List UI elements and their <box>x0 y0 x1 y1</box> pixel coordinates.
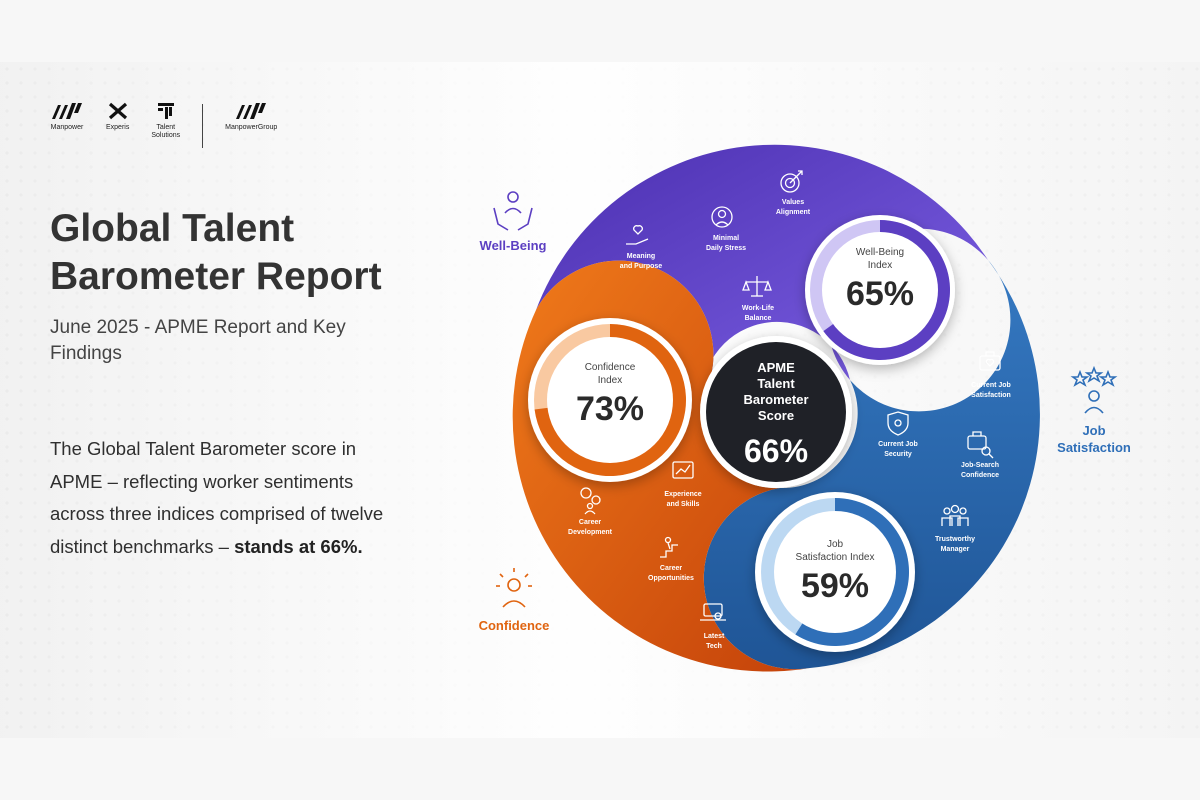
briefcase-heart-icon <box>979 351 1001 371</box>
svg-text:Security: Security <box>884 451 912 458</box>
benchmark-latest-tech: Latest Tech <box>700 603 726 650</box>
svg-text:and Purpose: and Purpose <box>620 263 663 270</box>
top-band <box>0 0 1200 62</box>
summary-emphasis: stands at 66%. <box>234 535 363 557</box>
center-label-3: Barometer <box>743 392 808 407</box>
svg-text:and Skills: and Skills <box>667 501 700 508</box>
benchmark-career-development: Career Development <box>568 487 613 536</box>
confidence-index-value: 73% <box>576 390 644 428</box>
job-satisfaction-index-label-1: Job <box>827 539 844 550</box>
brand-logos: Manpower Experis Talent Solutions <box>50 100 277 148</box>
care-hands-icon <box>493 191 533 231</box>
gears-person-icon <box>580 487 601 515</box>
job-satisfaction-index-badge: Job Satisfaction Index 59% <box>755 492 915 652</box>
well-being-index-value: 65% <box>846 275 914 313</box>
center-label-2: Talent <box>757 376 795 391</box>
benchmark-job-search-confidence: Job-Search Confidence <box>961 431 999 479</box>
well-being-segment <box>536 144 988 400</box>
benchmark-current-job-security: Current Job Security <box>878 411 918 458</box>
svg-text:Career: Career <box>660 565 682 572</box>
experis-logo: Experis <box>106 100 129 132</box>
logo-divider <box>202 104 204 148</box>
confidence-index-badge: Confidence Index 73% <box>528 318 692 482</box>
page-subtitle: June 2025 - APME Report and Key Findings <box>50 317 346 364</box>
manpowergroup-mark-icon <box>236 103 267 119</box>
svg-text:Experience: Experience <box>664 491 701 498</box>
manpowergroup-logo: ManpowerGroup <box>225 100 277 132</box>
climb-icon <box>660 536 678 558</box>
summary-text: The Global Talent Barometer score in APM… <box>50 438 384 557</box>
svg-text:Confidence: Confidence <box>479 618 550 633</box>
category-well-being: Well-Being <box>480 191 547 253</box>
scale-icon <box>742 276 772 297</box>
svg-text:Daily Stress: Daily Stress <box>706 245 746 252</box>
confidence-index-label-2: Index <box>598 375 622 386</box>
laptop-icon <box>700 603 726 621</box>
svg-text:Job-Search: Job-Search <box>961 462 999 469</box>
briefcase-search-icon <box>967 431 994 459</box>
confidence-index-label-1: Confidence <box>585 362 636 373</box>
shield-icon <box>887 411 909 436</box>
heart-hand-icon <box>626 225 649 245</box>
job-satisfaction-index-value: 59% <box>801 567 869 605</box>
svg-text:Manager: Manager <box>941 546 970 553</box>
target-icon <box>780 170 803 193</box>
team-icon <box>941 504 969 526</box>
well-being-index-label-1: Well-Being <box>856 247 904 258</box>
center-label-4: Score <box>758 408 794 423</box>
svg-text:Confidence: Confidence <box>961 472 999 479</box>
benchmark-experience-and-skills: Experience and Skills <box>664 461 702 508</box>
svg-text:Career: Career <box>579 519 601 526</box>
benchmark-career-opportunities: Career Opportunities <box>648 536 694 582</box>
svg-text:Opportunities: Opportunities <box>648 575 694 582</box>
svg-text:Balance: Balance <box>745 315 772 322</box>
svg-text:Minimal: Minimal <box>713 235 739 242</box>
job-satisfaction-index-label-2: Satisfaction Index <box>796 552 875 563</box>
svg-text:Development: Development <box>568 529 613 536</box>
svg-text:Satisfaction: Satisfaction <box>1057 440 1131 455</box>
benchmark-meaning-and-purpose: Meaning and Purpose <box>620 225 663 270</box>
talent-solutions-mark-icon <box>157 103 174 119</box>
rating-person-icon <box>1070 365 1118 414</box>
svg-text:Work-Life: Work-Life <box>742 305 774 312</box>
category-job-satisfaction: Job Satisfaction <box>1057 365 1131 455</box>
page-title: Global Talent Barometer Report <box>50 207 382 298</box>
experis-mark-icon <box>108 102 127 120</box>
benchmark-trustworthy-manager: Trustworthy Manager <box>935 504 975 553</box>
center-score-value: 66% <box>744 433 808 469</box>
svg-text:Current Job: Current Job <box>878 441 918 448</box>
benchmark-minimal-daily-stress: Minimal Daily Stress <box>706 206 746 252</box>
well-being-index-badge: Well-Being Index 65% <box>805 215 955 365</box>
svg-text:Satisfaction: Satisfaction <box>971 392 1011 399</box>
benchmark-current-job-satisfaction: Current Job Satisfaction <box>971 351 1011 399</box>
svg-text:Tech: Tech <box>706 643 722 650</box>
benchmark-work-life-balance: Work-Life Balance <box>742 276 774 322</box>
manpower-logo: Manpower <box>50 100 84 132</box>
center-label-1: APME <box>757 360 795 375</box>
bottom-band <box>0 738 1200 800</box>
svg-text:Alignment: Alignment <box>776 209 811 216</box>
mind-icon <box>711 206 733 228</box>
confident-person-icon <box>496 568 532 608</box>
svg-text:Job: Job <box>1082 423 1105 438</box>
benchmark-values-alignment: Values Alignment <box>776 170 811 216</box>
center-score-badge: APME Talent Barometer Score 66% <box>700 336 852 488</box>
chart-board-icon <box>672 461 694 479</box>
svg-text:Meaning: Meaning <box>627 253 655 260</box>
svg-text:Trustworthy: Trustworthy <box>935 536 975 543</box>
svg-text:Well-Being: Well-Being <box>480 238 547 253</box>
talent-solutions-logo: Talent Solutions <box>151 100 180 140</box>
category-confidence: Confidence <box>479 568 550 633</box>
well-being-index-label-2: Index <box>868 260 892 271</box>
svg-text:Latest: Latest <box>704 633 725 640</box>
svg-text:Values: Values <box>782 199 804 206</box>
manpower-mark-icon <box>52 103 82 119</box>
svg-text:Current Job: Current Job <box>971 382 1011 389</box>
